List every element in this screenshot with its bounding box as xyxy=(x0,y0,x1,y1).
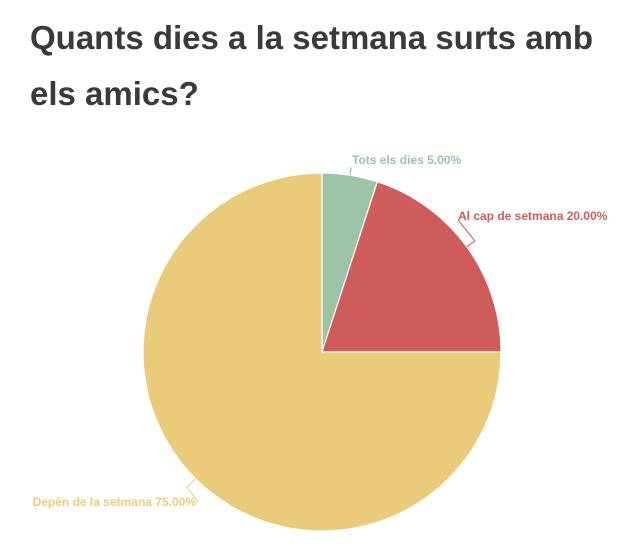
leader-line xyxy=(349,167,352,176)
leader-line xyxy=(186,478,199,503)
pie-slice xyxy=(321,181,502,353)
slice-label: Tots els dies 5.00% xyxy=(352,153,461,167)
slice-label: Al cap de setmana 20.00% xyxy=(458,209,608,223)
chart-title: Quants dies a la setmana surts amb els a… xyxy=(30,19,594,112)
slice-label: Depèn de la setmana 75.00% xyxy=(33,495,197,509)
leader-line xyxy=(457,219,476,248)
